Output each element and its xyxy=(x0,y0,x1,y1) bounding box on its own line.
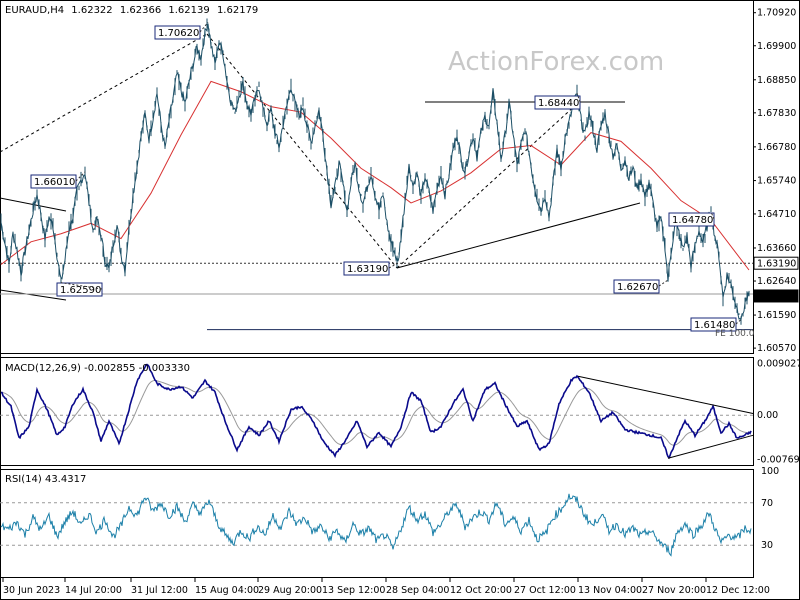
x-tick-label: 15 Aug 04:00 xyxy=(195,585,259,596)
annotation-label: 1.61480 xyxy=(694,320,735,331)
price-panel: 1.70620 1.66010 1.62590 1.63190 1.68440 1.647… xyxy=(0,8,799,354)
y-tick-label: 1.66780 xyxy=(757,142,796,153)
x-tick-label: 14 Jul 20:00 xyxy=(65,585,122,596)
x-tick-label: 30 Jun 2023 xyxy=(3,585,60,596)
macd-trendline-upper xyxy=(577,375,754,414)
price-tag-box xyxy=(753,256,799,270)
annotation-box xyxy=(690,317,737,332)
macd-y-tick-label: -0.007693 xyxy=(757,454,800,465)
x-tick-label: 12 Oct 20:00 xyxy=(450,585,512,596)
y-tick-label: 1.65740 xyxy=(757,176,796,187)
price-tag-box xyxy=(753,289,799,303)
fe-label: FE 100.0 xyxy=(715,329,755,339)
x-tick-label: 13 Nov 04:00 xyxy=(578,585,642,596)
macd-y-tick-label: 0.009027 xyxy=(757,358,800,369)
moving-average-line xyxy=(0,80,750,271)
trendline-dashed-up xyxy=(0,33,208,153)
annotation-box xyxy=(343,261,390,276)
channel-lower-line xyxy=(0,289,67,301)
annotation-label: 1.62590 xyxy=(60,285,101,296)
y-tick-label: 1.70920 xyxy=(757,8,796,19)
y-tick-label: 1.68850 xyxy=(757,75,796,86)
ohlc-open: 1.62322 xyxy=(71,5,112,16)
rsi-y-tick-label: 100 xyxy=(761,466,779,477)
macd-line xyxy=(0,363,752,460)
x-axis: 30 Jun 2023 14 Jul 20:00 31 Jul 12:00 15 Au… xyxy=(2,578,770,596)
macd-signal-line xyxy=(0,379,752,446)
price-tag-label: 1.63190 xyxy=(757,259,796,270)
y-tick-label: 1.69900 xyxy=(757,41,796,52)
price-tag-label: 1.62179 xyxy=(757,291,796,302)
annotation-leader xyxy=(658,279,669,287)
x-tick-label: 28 Sep 04:00 xyxy=(386,585,449,596)
annotation-box xyxy=(668,212,715,227)
y-tick-label: 1.67830 xyxy=(757,108,796,119)
annotation-label: 1.70620 xyxy=(158,28,199,39)
annotation-box xyxy=(154,25,201,40)
rsi-y-tick-label: 30 xyxy=(761,540,773,551)
rising-support-line xyxy=(396,202,641,269)
x-tick-label: 31 Jul 12:00 xyxy=(131,585,188,596)
y-tick-label: 1.60570 xyxy=(757,343,796,354)
chart-symbol: EURAUD,H4 xyxy=(5,5,64,16)
watermark: ActionForex.com xyxy=(448,47,664,77)
annotation-box xyxy=(56,282,103,297)
trendline-dashed-down xyxy=(206,33,398,269)
annotation-leader xyxy=(735,318,743,325)
rsi-panel-frame xyxy=(0,469,754,578)
annotation-label: 1.68440 xyxy=(538,98,579,109)
macd-trendline-lower xyxy=(667,434,754,459)
y-tick-label: 1.64710 xyxy=(757,209,796,220)
trendline-dashed-rise xyxy=(396,102,579,269)
y-tick-label: 1.63660 xyxy=(757,243,796,254)
x-tick-label: 27 Oct 12:00 xyxy=(514,585,576,596)
macd-title: MACD(12,26,9) -0.002855 -0.003330 xyxy=(5,363,190,374)
ohlc-high: 1.62366 xyxy=(120,5,161,16)
x-tick-label: 29 Aug 20:00 xyxy=(258,585,322,596)
rsi-title: RSI(14) 43.4317 xyxy=(5,474,86,485)
rsi-line xyxy=(0,493,752,557)
y-tick-label: 1.62640 xyxy=(757,276,796,287)
annotation-leader xyxy=(388,262,399,269)
x-tick-label: 27 Nov 20:00 xyxy=(642,585,706,596)
annotation-leader xyxy=(576,92,581,103)
annotation-box xyxy=(30,174,77,189)
annotation-box xyxy=(613,279,660,294)
y-tick-label: 1.61590 xyxy=(757,310,796,321)
annotation-label: 1.63190 xyxy=(347,264,388,275)
ohlc-close: 1.62179 xyxy=(217,5,258,16)
ohlc-low: 1.62139 xyxy=(168,5,209,16)
x-tick-label: 13 Sep 12:00 xyxy=(322,585,385,596)
macd-panel: 0.009027 0.00 -0.007693 xyxy=(0,358,800,465)
rsi-y-tick-label: 70 xyxy=(761,498,773,509)
annotation-leader xyxy=(60,282,103,290)
chart-title: EURAUD,H4 1.62322 1.62366 1.62139 1.6217… xyxy=(5,5,258,16)
annotation-leader xyxy=(710,211,715,220)
macd-y-tick-label: 0.00 xyxy=(757,410,778,421)
x-tick-label: 12 Dec 12:00 xyxy=(706,585,770,596)
annotation-box xyxy=(534,95,581,110)
annotation-label: 1.66010 xyxy=(34,177,75,188)
rsi-panel: 100 70 30 xyxy=(0,466,779,557)
annotation-label: 1.64780 xyxy=(672,215,713,226)
annotation-label: 1.62670 xyxy=(617,282,658,293)
